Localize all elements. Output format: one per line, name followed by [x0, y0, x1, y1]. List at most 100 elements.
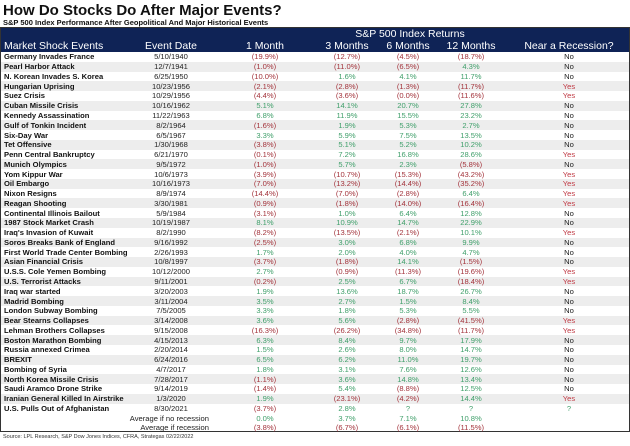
near-recession: No: [509, 374, 629, 385]
return-3m: (3.6%): [335, 91, 359, 101]
event-name: Suez Crisis: [4, 91, 45, 101]
average-value: (3.8%): [253, 423, 277, 433]
return-6m: 6.8%: [383, 237, 433, 248]
event-name: Soros Breaks Bank of England: [1, 237, 123, 248]
return-6m: (14.4%): [383, 178, 433, 189]
return-12m: 4.7%: [462, 247, 480, 257]
table-row: Saudi Aramco Drone Strike 9/14/2019 (1.4%)…: [1, 384, 629, 394]
return-12m: 4.3%: [433, 61, 509, 72]
table-row: Yom Kippur War 10/6/1973 (3.9%) (10.7%) (15.…: [1, 169, 629, 179]
return-1m: (1.1%): [219, 374, 311, 385]
table-row: U.S. Pulls Out of Afghanistan 8/30/2021 (3…: [1, 404, 629, 414]
return-1m: (14.4%): [251, 189, 279, 199]
return-12m: 6.4%: [462, 189, 480, 199]
return-6m: 9.7%: [383, 335, 433, 345]
near-recession: No: [564, 247, 574, 257]
return-1m: (0.1%): [253, 150, 277, 160]
table-row: U.S.S. Cole Yemen Bombing 10/12/2000 2.7% (…: [1, 267, 629, 277]
average-row: Average if no recession 0.0% 3.7% 7.1% 10.8%: [1, 413, 629, 423]
return-3m: 5.4%: [338, 384, 356, 394]
return-6m: 4.0%: [399, 247, 417, 257]
return-12m: 14.4%: [433, 393, 509, 404]
average-label: Average if recession: [140, 423, 209, 433]
return-6m: 4.1%: [399, 71, 417, 81]
event-date: 6/21/1970: [154, 150, 188, 160]
return-3m: (13.2%): [311, 178, 383, 189]
near-recession: No: [509, 120, 629, 131]
return-12m: 8.4%: [433, 296, 509, 306]
return-12m: 27.8%: [433, 100, 509, 111]
return-12m: 5.5%: [462, 306, 480, 316]
event-date: 2/26/1993: [154, 247, 188, 257]
return-6m: (14.0%): [383, 198, 433, 209]
return-3m: 6.2%: [311, 354, 383, 365]
event-name: Iraq war started: [4, 286, 61, 296]
return-12m: 9.9%: [433, 237, 509, 248]
event-name: Russia annexed Crimea: [4, 345, 90, 355]
table-row: Bear Stearns Collapses 3/14/2008 3.6% 5.6%(…: [1, 315, 629, 326]
return-1m: 3.6%: [219, 315, 311, 326]
return-12m: (19.6%): [457, 267, 485, 277]
event-name: Hungarian Uprising: [1, 81, 123, 92]
return-12m: 12.5%: [460, 384, 482, 394]
table-row: Madrid Bombing 3/11/2004 3.5% 2.7% 1.5% 8.4% N…: [1, 296, 629, 306]
table-row: Iranian General Killed In Airstrike 1/3/2…: [1, 393, 629, 404]
event-name: Penn Central Bankruptcy: [4, 150, 95, 160]
return-3m: (13.5%): [333, 228, 361, 238]
return-1m: (1.0%): [219, 61, 311, 72]
near-recession: No: [564, 384, 574, 394]
event-date: 10/29/1956: [151, 91, 190, 101]
table-row: Six-Day War 6/5/1967 3.3% 5.9% 7.5% 13.5% No: [1, 130, 629, 140]
return-12m: 28.6%: [460, 150, 482, 160]
near-recession: No: [509, 257, 629, 267]
return-1m: 2.7%: [256, 267, 274, 277]
return-12m: 11.7%: [460, 71, 482, 81]
return-1m: (2.1%): [219, 81, 311, 92]
return-3m: 1.8%: [338, 306, 356, 316]
return-6m: (8.8%): [396, 384, 420, 394]
event-date: 9/5/1972: [123, 159, 219, 170]
return-1m: (19.9%): [251, 52, 279, 62]
table-row: Penn Central Bankruptcy 6/21/1970 (0.1%) 7.…: [1, 150, 629, 160]
return-3m: (0.9%): [335, 267, 359, 277]
return-1m: (3.9%): [253, 169, 277, 179]
event-name: U.S.S. Cole Yemen Bombing: [4, 267, 106, 277]
event-date: 10/16/1973: [123, 178, 219, 189]
return-3m: 3.1%: [338, 364, 356, 374]
return-1m: (3.7%): [219, 257, 311, 267]
near-recession: No: [564, 286, 574, 296]
return-6m: 1.5%: [383, 296, 433, 306]
return-1m: 1.9%: [256, 286, 274, 296]
near-recession: No: [509, 100, 629, 111]
return-3m: 11.9%: [336, 110, 358, 120]
return-3m: 1.6%: [338, 71, 356, 81]
event-date: 6/24/2016: [123, 354, 219, 365]
average-value: 0.0%: [256, 413, 274, 423]
event-date: 1/30/1968: [123, 139, 219, 150]
return-1m: (1.4%): [253, 384, 277, 394]
return-6m: 5.3%: [383, 120, 433, 131]
event-name: U.S. Pulls Out of Afghanistan: [4, 403, 110, 413]
page-subtitle: S&P 500 Index Performance After Geopolit…: [3, 18, 269, 27]
return-12m: (18.4%): [433, 276, 509, 287]
event-date: 8/2/1964: [123, 120, 219, 131]
return-6m: (0.0%): [396, 91, 420, 101]
event-date: 10/12/2000: [151, 267, 190, 277]
near-recession: No: [564, 110, 574, 120]
return-12m: 13.4%: [433, 374, 509, 385]
return-1m: (2.5%): [219, 237, 311, 248]
return-6m: 14.7%: [383, 218, 433, 228]
return-3m: (7.0%): [335, 189, 359, 199]
table-row: N. Korean Invades S. Korea 6/25/1950 (10.0…: [1, 72, 629, 82]
return-3m: 2.6%: [338, 345, 356, 355]
table-row: First World Trade Center Bombing 2/26/199…: [1, 247, 629, 257]
table-row: Germany Invades France 5/10/1940 (19.9%) (1…: [1, 52, 629, 62]
return-3m: 5.7%: [311, 159, 383, 170]
return-3m: 2.5%: [311, 276, 383, 287]
return-6m: (4.2%): [383, 393, 433, 404]
return-12m: 12.8%: [460, 208, 482, 218]
near-recession: No: [509, 61, 629, 72]
event-name: Gulf of Tonkin Incident: [1, 120, 123, 131]
return-12m: 26.7%: [460, 286, 482, 296]
table-row: Iraq's Invasion of Kuwait 8/2/1990 (8.2%) (…: [1, 228, 629, 238]
